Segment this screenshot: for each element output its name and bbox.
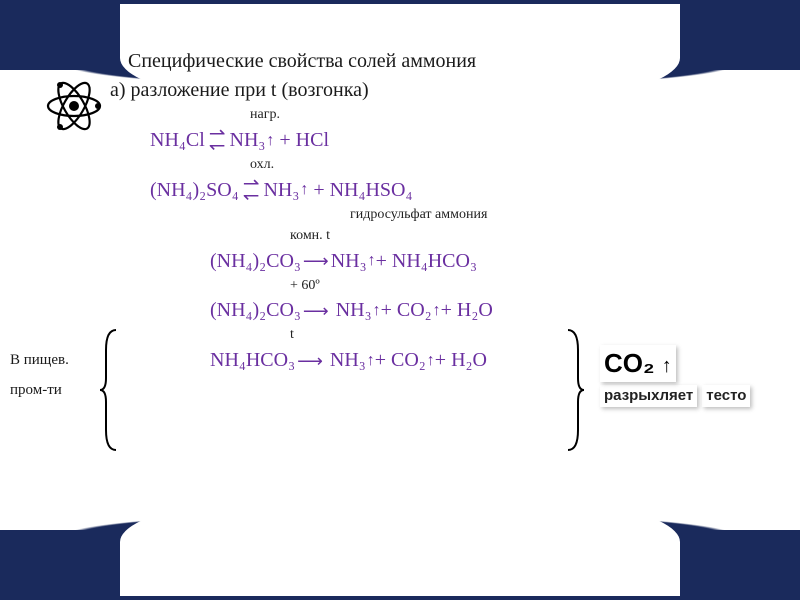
slide-content: Специфические свойства солей аммония а) … <box>40 40 760 560</box>
equation-3: (NH₄)₂CO₃ ⟶ NH₃ ↑ + NH₄HCO₃ <box>210 248 750 275</box>
brace-left-icon <box>98 328 120 452</box>
eq4-rhs-c: H₂O <box>457 297 493 324</box>
brace-right-icon <box>564 328 586 452</box>
item-a: а) разложение при t (возгонка) <box>110 77 750 104</box>
eq2-rhs-a: NH₃ <box>263 177 299 204</box>
eq5-rhs-b: CO₂ <box>391 347 426 374</box>
label-ohl: охл. <box>250 156 750 175</box>
eq5-lhs: NH₄HCO₃ <box>210 347 295 374</box>
left-label: В пищев. пром-ти <box>10 350 95 401</box>
left-label-2: пром-ти <box>10 380 95 400</box>
eq5-rhs-c: H₂O <box>451 347 487 374</box>
eq3-rhs-b: NH₄HCO₃ <box>392 248 477 275</box>
right-line-1: разрыхляет <box>600 385 697 407</box>
equilibrium-arrow: ⇀↽ <box>239 178 264 202</box>
atom-icon <box>44 76 104 136</box>
equation-2: (NH₄)₂SO₄ ⇀↽ NH₃↑ + NH₄HSO₄ <box>150 177 750 204</box>
title: Специфические свойства солей аммония <box>128 48 750 75</box>
eq1-lhs: NH₄Cl <box>150 127 205 154</box>
right-line-2: тесто <box>702 385 750 407</box>
equation-1: NH₄Cl ⇀↽ NH₃↑ + HCl <box>150 127 750 154</box>
eq2-lhs: (NH₄)₂SO₄ <box>150 177 239 204</box>
label-plus60: + 60º <box>290 277 750 296</box>
eq5-rhs-a: NH₃ <box>330 347 366 374</box>
label-hydrosulfate: гидросульфат аммония <box>350 206 750 225</box>
co2-label: CO₂ ↑ <box>600 345 676 382</box>
eq4-rhs-a: NH₃ <box>336 297 372 324</box>
eq3-lhs: (NH₄)₂CO₃ <box>210 248 301 275</box>
eq3-rhs-a: NH₃ <box>331 248 367 275</box>
label-nagr: нагр. <box>250 106 750 125</box>
left-label-1: В пищев. <box>10 350 95 370</box>
equilibrium-arrow: ⇀↽ <box>205 128 230 152</box>
label-t: t <box>290 326 750 345</box>
right-block: CO₂ ↑ разрыхляет тесто <box>600 345 760 407</box>
arrow-right-icon: ⟶ <box>301 299 331 323</box>
arrow-right-icon: ⟶ <box>301 249 331 273</box>
eq2-rhs-b: NH₄HSO₄ <box>330 177 413 204</box>
arrow-right-icon: ⟶ <box>295 349 325 373</box>
eq4-rhs-b: CO₂ <box>397 297 432 324</box>
eq1-rhs-b: HCl <box>296 127 329 154</box>
label-komn-t: комн. t <box>290 227 750 246</box>
eq1-rhs-a: NH₃ <box>230 127 266 154</box>
equation-4: (NH₄)₂CO₃ ⟶ NH₃↑ + CO₂ ↑ + H₂O <box>210 297 750 324</box>
eq4-lhs: (NH₄)₂CO₃ <box>210 297 301 324</box>
